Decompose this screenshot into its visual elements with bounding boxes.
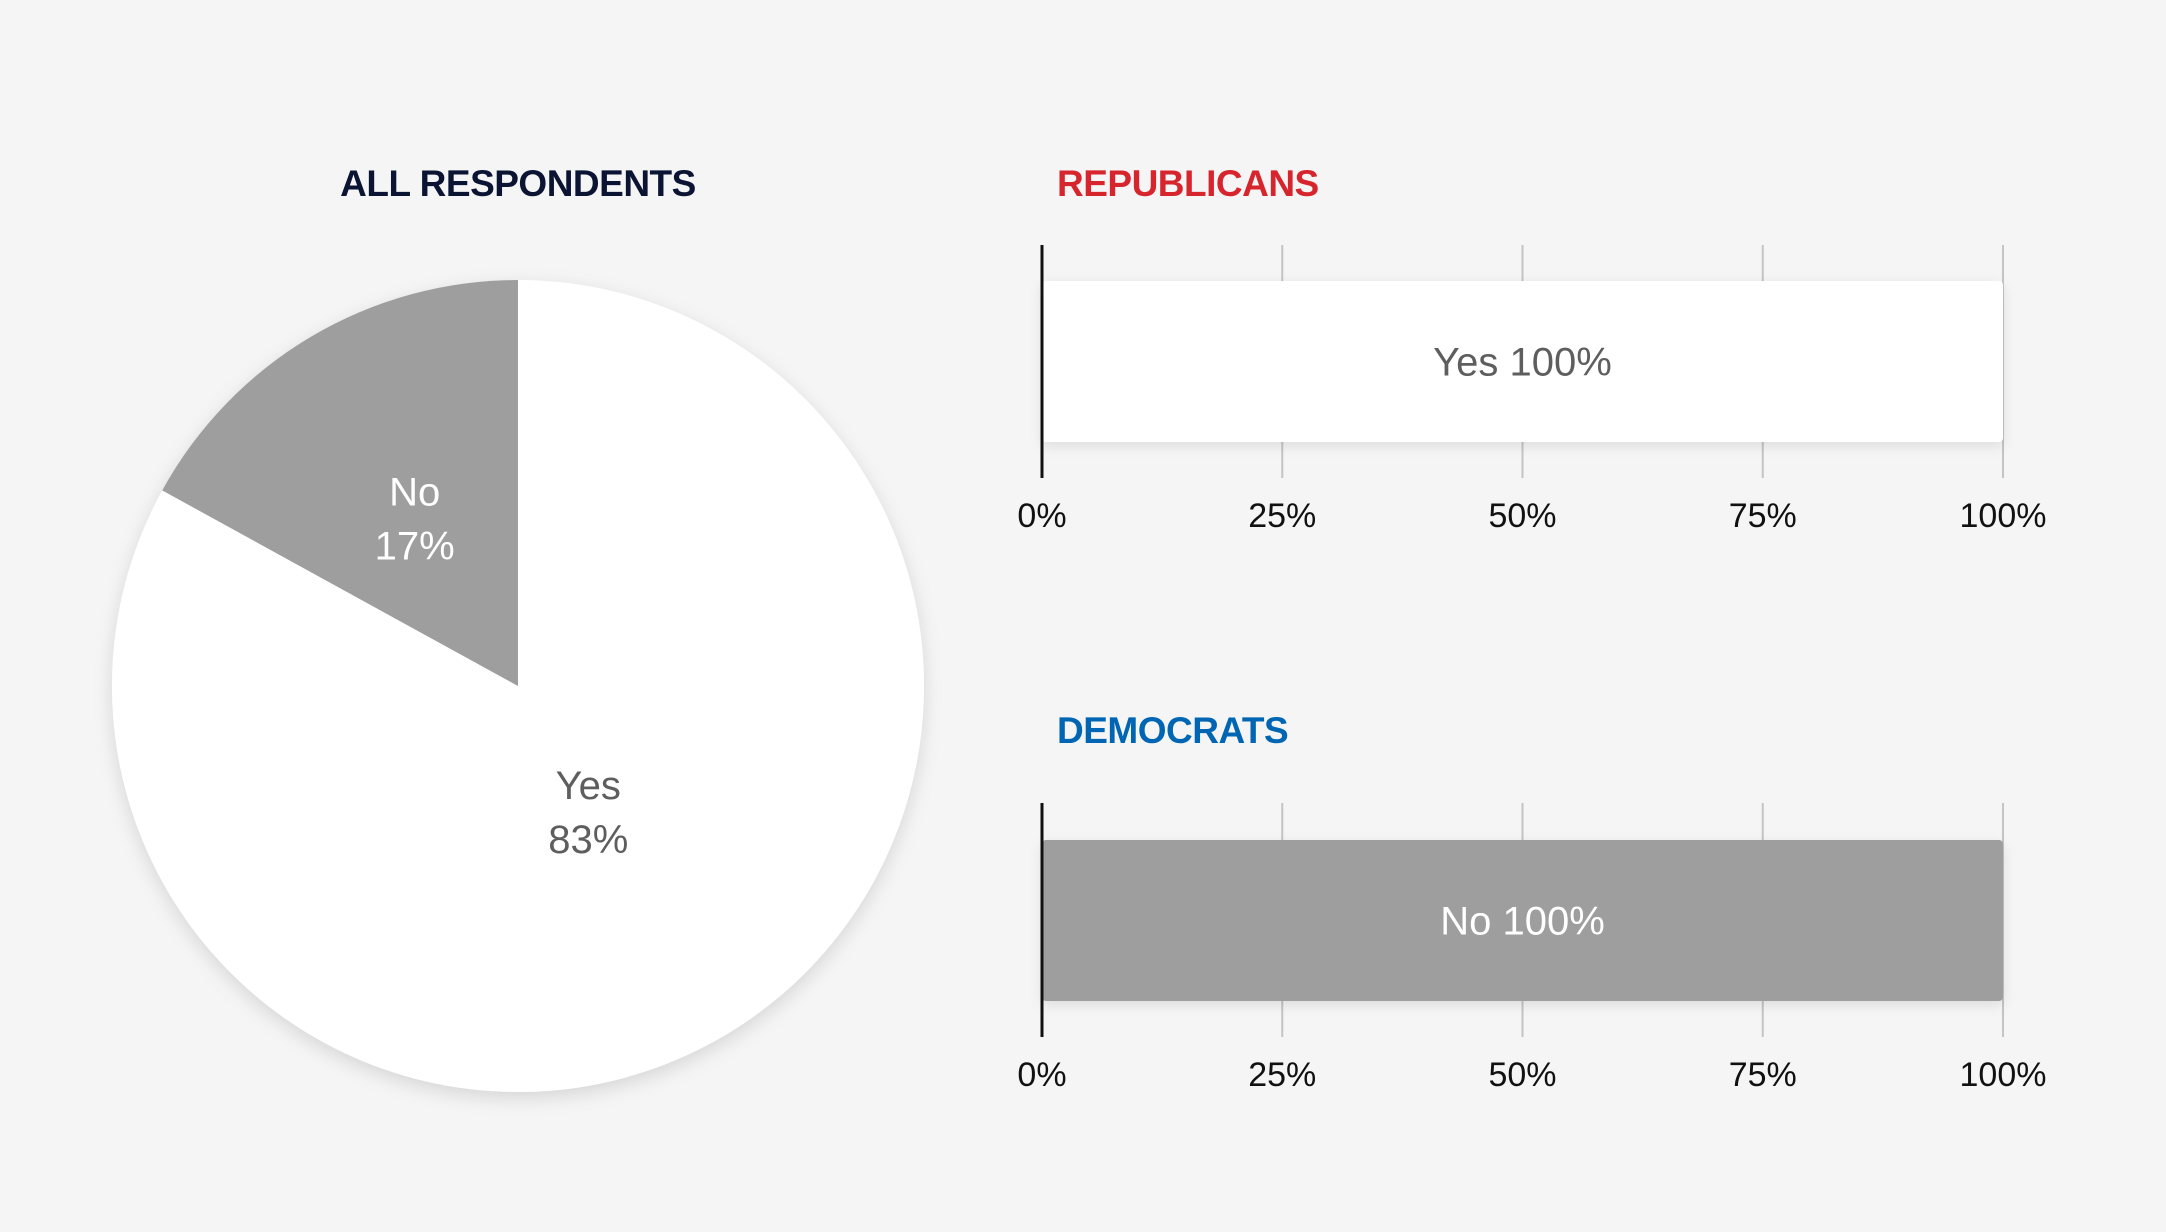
republicans-tick-label-0: 0%	[1017, 497, 1066, 535]
republicans-bar-yes	[1042, 281, 2003, 442]
republicans-tick-label-50: 50%	[1488, 497, 1556, 535]
bar-chart-democrats: DEMOCRATS No 100% 0% 25% 50% 75% 100%	[1017, 710, 2046, 1094]
pie-labels: Yes 83% No 17%	[375, 470, 629, 862]
democrats-bar-no	[1042, 840, 2003, 1001]
democrats-tick-label-25: 25%	[1248, 1056, 1316, 1094]
democrats-tick-label-75: 75%	[1729, 1056, 1797, 1094]
pie-label-yes: Yes	[556, 764, 621, 808]
democrats-bar-label: No 100%	[1440, 900, 1605, 944]
pie-value-no: 17%	[375, 524, 455, 568]
pie-slices	[111, 280, 924, 1092]
republicans-title: REPUBLICANS	[1057, 163, 1319, 204]
democrats-tick-label-0: 0%	[1017, 1056, 1066, 1094]
republicans-tick-label-75: 75%	[1729, 497, 1797, 535]
pie-slice-no	[162, 280, 518, 686]
democrats-tick-label-50: 50%	[1488, 1056, 1556, 1094]
democrats-tick-label-100: 100%	[1960, 1056, 2047, 1094]
republicans-tick-label-25: 25%	[1248, 497, 1316, 535]
pie-label-no: No	[389, 470, 440, 514]
pie-chart-all-respondents: ALL RESPONDENTS Yes 83% No 17%	[111, 163, 924, 1092]
republicans-bar-label: Yes 100%	[1433, 341, 1612, 385]
bar-chart-republicans: REPUBLICANS Yes 100% 0% 25% 50% 75% 100%	[1017, 163, 2046, 535]
pie-chart-title: ALL RESPONDENTS	[340, 163, 696, 204]
pie-value-yes: 83%	[548, 818, 628, 862]
republicans-tick-label-100: 100%	[1960, 497, 2047, 535]
democrats-title: DEMOCRATS	[1057, 710, 1288, 751]
